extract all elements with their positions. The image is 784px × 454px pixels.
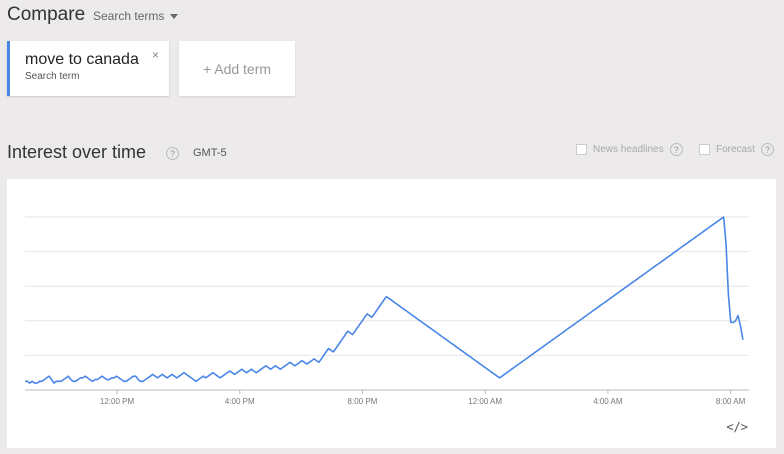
forecast-option[interactable]: Forecast ?: [699, 143, 774, 156]
chevron-down-icon: [170, 14, 179, 19]
embed-code-icon[interactable]: </>: [726, 420, 748, 434]
forecast-label: Forecast: [716, 144, 755, 155]
timezone-label: GMT-5: [193, 147, 227, 159]
news-headlines-checkbox[interactable]: [576, 144, 587, 155]
search-terms-dropdown[interactable]: Search terms: [93, 9, 179, 23]
add-term-button[interactable]: + Add term: [179, 41, 295, 96]
close-icon[interactable]: ×: [151, 48, 159, 62]
x-tick-label: 4:00 AM: [593, 397, 623, 406]
series-line: [25, 216, 744, 384]
term-name: move to canada: [25, 51, 139, 68]
chart-card: 12:00 PM 4:00 PM 8:00 PM 12:00 AM 4:00 AM 8:0…: [7, 179, 776, 448]
interest-chart: 12:00 PM 4:00 PM 8:00 PM 12:00 AM 4:00 AM 8:0…: [25, 216, 749, 406]
forecast-checkbox[interactable]: [699, 144, 710, 155]
term-card[interactable]: move to canada Search term ×: [7, 41, 169, 96]
search-terms-label: Search terms: [93, 9, 165, 23]
x-tick-label: 12:00 AM: [468, 397, 502, 406]
x-tick-label: 12:00 PM: [100, 397, 135, 406]
news-headlines-option[interactable]: News headlines ?: [576, 143, 683, 156]
x-tick-label: 8:00 PM: [348, 397, 378, 406]
compare-title: Compare: [7, 4, 86, 25]
news-headlines-label: News headlines: [593, 144, 664, 155]
help-icon[interactable]: ?: [166, 147, 179, 160]
x-tick-label: 8:00 AM: [716, 397, 746, 406]
help-icon[interactable]: ?: [760, 143, 774, 156]
term-sublabel: Search term: [25, 71, 80, 82]
x-tick-label: 4:00 PM: [225, 397, 255, 406]
interest-over-time-title: Interest over time: [7, 142, 147, 162]
help-icon[interactable]: ?: [669, 143, 683, 156]
